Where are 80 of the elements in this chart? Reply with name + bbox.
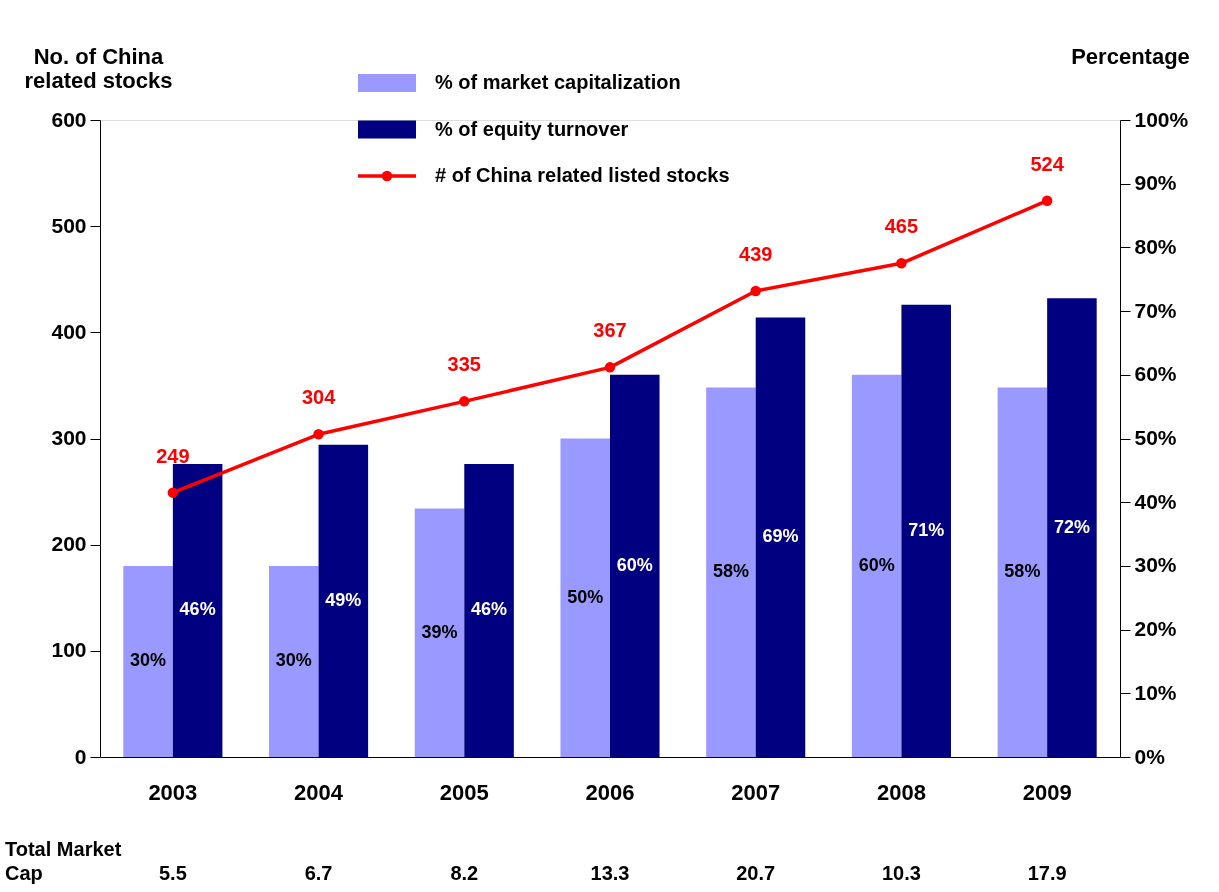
x-tick-label: 2007	[731, 779, 781, 805]
data-label: 50%	[567, 586, 604, 607]
y-tick-label: 600	[51, 107, 87, 131]
y-axis-title: No. of China related stocks	[24, 43, 173, 93]
y-tick-label: 400	[51, 319, 87, 343]
data-label: 58%	[712, 561, 749, 582]
text: 17.9	[1027, 862, 1067, 884]
y2-tick-label: 100%	[1134, 107, 1189, 131]
x-tick-label: 2004	[294, 779, 344, 805]
bar	[1047, 298, 1097, 757]
data-label: 367	[593, 319, 627, 342]
point	[750, 285, 761, 297]
y2-tick-label: 40%	[1134, 489, 1177, 513]
y2-tick-label: 0%	[1134, 744, 1166, 768]
y2-tick-label: 30%	[1134, 553, 1177, 577]
x-tick-label: 2006	[585, 779, 635, 805]
y2-tick-label: 90%	[1134, 171, 1177, 195]
y2-tick-label: 10%	[1134, 680, 1177, 704]
bar	[123, 565, 173, 757]
text: 13.3	[590, 862, 630, 884]
y-tick-label: 300	[51, 426, 87, 449]
text: 5.5	[158, 862, 187, 884]
bar	[269, 565, 319, 757]
legend-label: % of equity turnover	[435, 117, 629, 140]
x-tick-label: 2008	[876, 779, 926, 805]
bar	[851, 374, 902, 757]
bar	[172, 463, 223, 757]
bar	[414, 508, 465, 757]
bar	[997, 387, 1048, 757]
data-label: 60%	[858, 554, 895, 575]
data-label: 71%	[908, 519, 945, 540]
legend-label: # of China related listed stocks	[435, 164, 730, 186]
data-label: 72%	[1053, 516, 1090, 537]
bar	[610, 374, 660, 757]
y2-tick-label: 80%	[1134, 234, 1177, 258]
y2-tick-label: 50%	[1134, 426, 1177, 449]
point	[1041, 195, 1053, 206]
data-label: 46%	[179, 599, 216, 620]
y-tick-label: 100	[51, 638, 87, 662]
data-label: 30%	[275, 650, 312, 671]
bar	[318, 444, 369, 757]
y-tick-label: 200	[51, 532, 87, 556]
point	[313, 429, 324, 440]
data-label: 465	[884, 215, 919, 238]
bar	[560, 438, 610, 757]
data-label: 249	[156, 444, 190, 467]
y-tick-label: 0	[74, 744, 87, 768]
data-label: 335	[447, 353, 481, 376]
data-label: 69%	[762, 526, 799, 547]
data-label: 439	[739, 242, 773, 265]
y2-axis-title: Percentage	[1071, 43, 1190, 69]
bar	[706, 387, 756, 757]
x-tick-label: 2009	[1022, 779, 1072, 805]
data-label: 46%	[471, 599, 508, 620]
y2-tick-label: 60%	[1134, 362, 1177, 386]
text: 10.3	[881, 862, 921, 884]
x-tick-label: 2005	[439, 779, 489, 805]
text: 6.7	[304, 862, 333, 884]
y-tick-label: 500	[51, 213, 87, 237]
data-label: 39%	[421, 621, 458, 642]
data-label: 304	[301, 386, 337, 409]
legend-label: % of market capitalization	[435, 71, 681, 93]
data-label: 30%	[130, 650, 167, 671]
y2-tick-label: 20%	[1134, 617, 1177, 641]
text: Total Market Cap	[5, 838, 122, 884]
bar	[901, 304, 951, 757]
text: 8.2	[450, 862, 479, 884]
bar	[755, 317, 806, 757]
point	[604, 362, 616, 373]
data-label: 58%	[1004, 561, 1041, 582]
point	[459, 396, 470, 407]
data-label: 524	[1030, 152, 1065, 175]
data-label: 49%	[325, 589, 362, 610]
point	[167, 487, 179, 498]
data-label: 60%	[616, 554, 653, 575]
text: 20.7	[736, 862, 776, 884]
y2-tick-label: 70%	[1134, 298, 1177, 322]
x-tick-label: 2003	[148, 779, 198, 805]
point	[896, 258, 907, 269]
bar	[464, 463, 514, 757]
